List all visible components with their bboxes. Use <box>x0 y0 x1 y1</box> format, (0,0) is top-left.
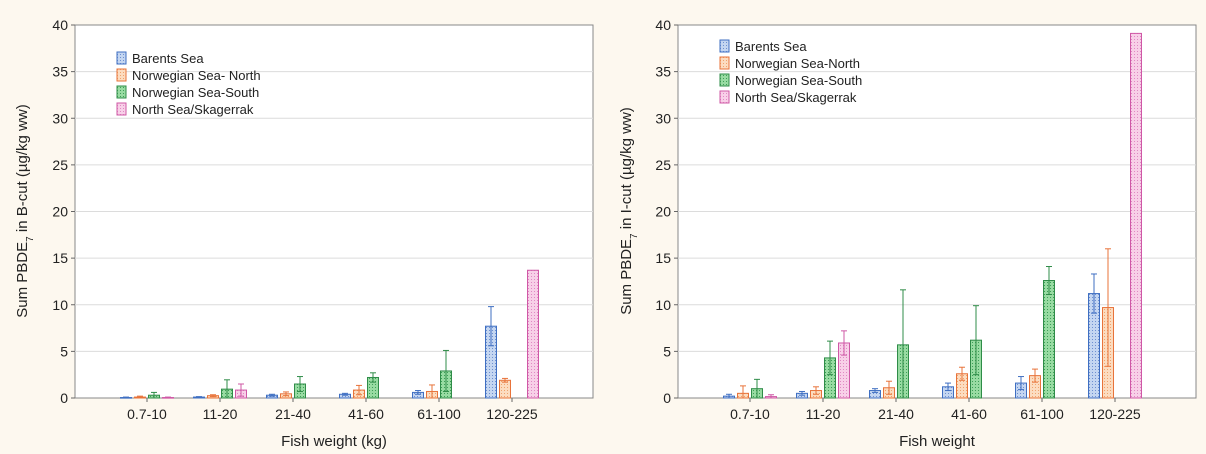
y-tick-label: 15 <box>655 250 671 266</box>
legend-label: North Sea/Skagerrak <box>735 90 857 105</box>
x-tick-label: 41-60 <box>951 406 987 422</box>
legend-swatch <box>116 51 127 65</box>
x-tick-label: 61-100 <box>1020 406 1064 422</box>
x-tick-label: 0.7-10 <box>730 406 770 422</box>
x-tick-label: 11-20 <box>806 406 841 422</box>
x-tick-label: 61-100 <box>417 406 461 422</box>
legend-label: Norwegian Sea-South <box>132 85 259 100</box>
bar <box>1130 32 1142 399</box>
y-tick-label: 30 <box>52 110 68 126</box>
legend-label: North Sea/Skagerrak <box>132 102 254 117</box>
x-axis-label: Fish weight (kg) <box>281 433 387 450</box>
bar <box>527 269 539 399</box>
x-tick-label: 120-225 <box>486 406 538 422</box>
y-tick-label: 25 <box>655 157 671 173</box>
legend-label: Norwegian Sea-South <box>735 73 862 88</box>
legend-label: Barents Sea <box>132 51 204 66</box>
y-tick-label: 35 <box>52 64 68 80</box>
legend-label: Barents Sea <box>735 39 807 54</box>
y-tick-label: 40 <box>655 17 671 33</box>
chart-panel-i-cut: 0 5 10 15 20 25 30 35 40 0.7-10 11-20 21-40 41-60 61… <box>618 17 1197 450</box>
legend-swatch <box>719 90 730 104</box>
legend-swatch <box>116 68 127 82</box>
y-axis-label: Sum PBDE7 in I-cut (µg/kg ww) <box>618 107 640 315</box>
bar <box>1043 280 1055 399</box>
x-tick-label: 41-60 <box>348 406 384 422</box>
legend-swatch <box>719 56 730 70</box>
y-tick-label: 20 <box>655 204 671 220</box>
y-tick-label: 10 <box>52 297 68 313</box>
y-tick-label: 35 <box>655 64 671 80</box>
y-tick-label: 10 <box>655 297 671 313</box>
y-tick-label: 20 <box>52 204 68 220</box>
bar <box>499 379 511 399</box>
legend-swatch <box>719 73 730 87</box>
legend-label: Norwegian Sea- North <box>132 68 261 83</box>
y-axis-label: Sum PBDE7 in B-cut (µg/kg ww) <box>14 104 36 317</box>
x-tick-label: 120-225 <box>1089 406 1141 422</box>
x-tick-label: 21-40 <box>878 406 914 422</box>
x-axis-label: Fish weight <box>899 433 976 450</box>
legend-swatch <box>116 85 127 99</box>
y-tick-label: 5 <box>663 343 671 359</box>
y-tick-label: 30 <box>655 110 671 126</box>
legend-swatch <box>719 39 730 53</box>
legend-label: Norwegian Sea-North <box>735 56 860 71</box>
x-tick-label: 11-20 <box>203 406 238 422</box>
y-tick-label: 15 <box>52 250 68 266</box>
y-tick-label: 5 <box>60 343 68 359</box>
y-tick-label: 0 <box>663 390 671 406</box>
chart-panel-b-cut: 0 5 10 15 20 25 30 35 40 0.7-10 11-20 21-40 41-60 61… <box>14 17 594 450</box>
y-tick-label: 25 <box>52 157 68 173</box>
y-tick-label: 0 <box>60 390 68 406</box>
y-tick-label: 40 <box>52 17 68 33</box>
x-tick-label: 21-40 <box>275 406 311 422</box>
legend-swatch <box>116 102 127 116</box>
x-tick-label: 0.7-10 <box>127 406 167 422</box>
